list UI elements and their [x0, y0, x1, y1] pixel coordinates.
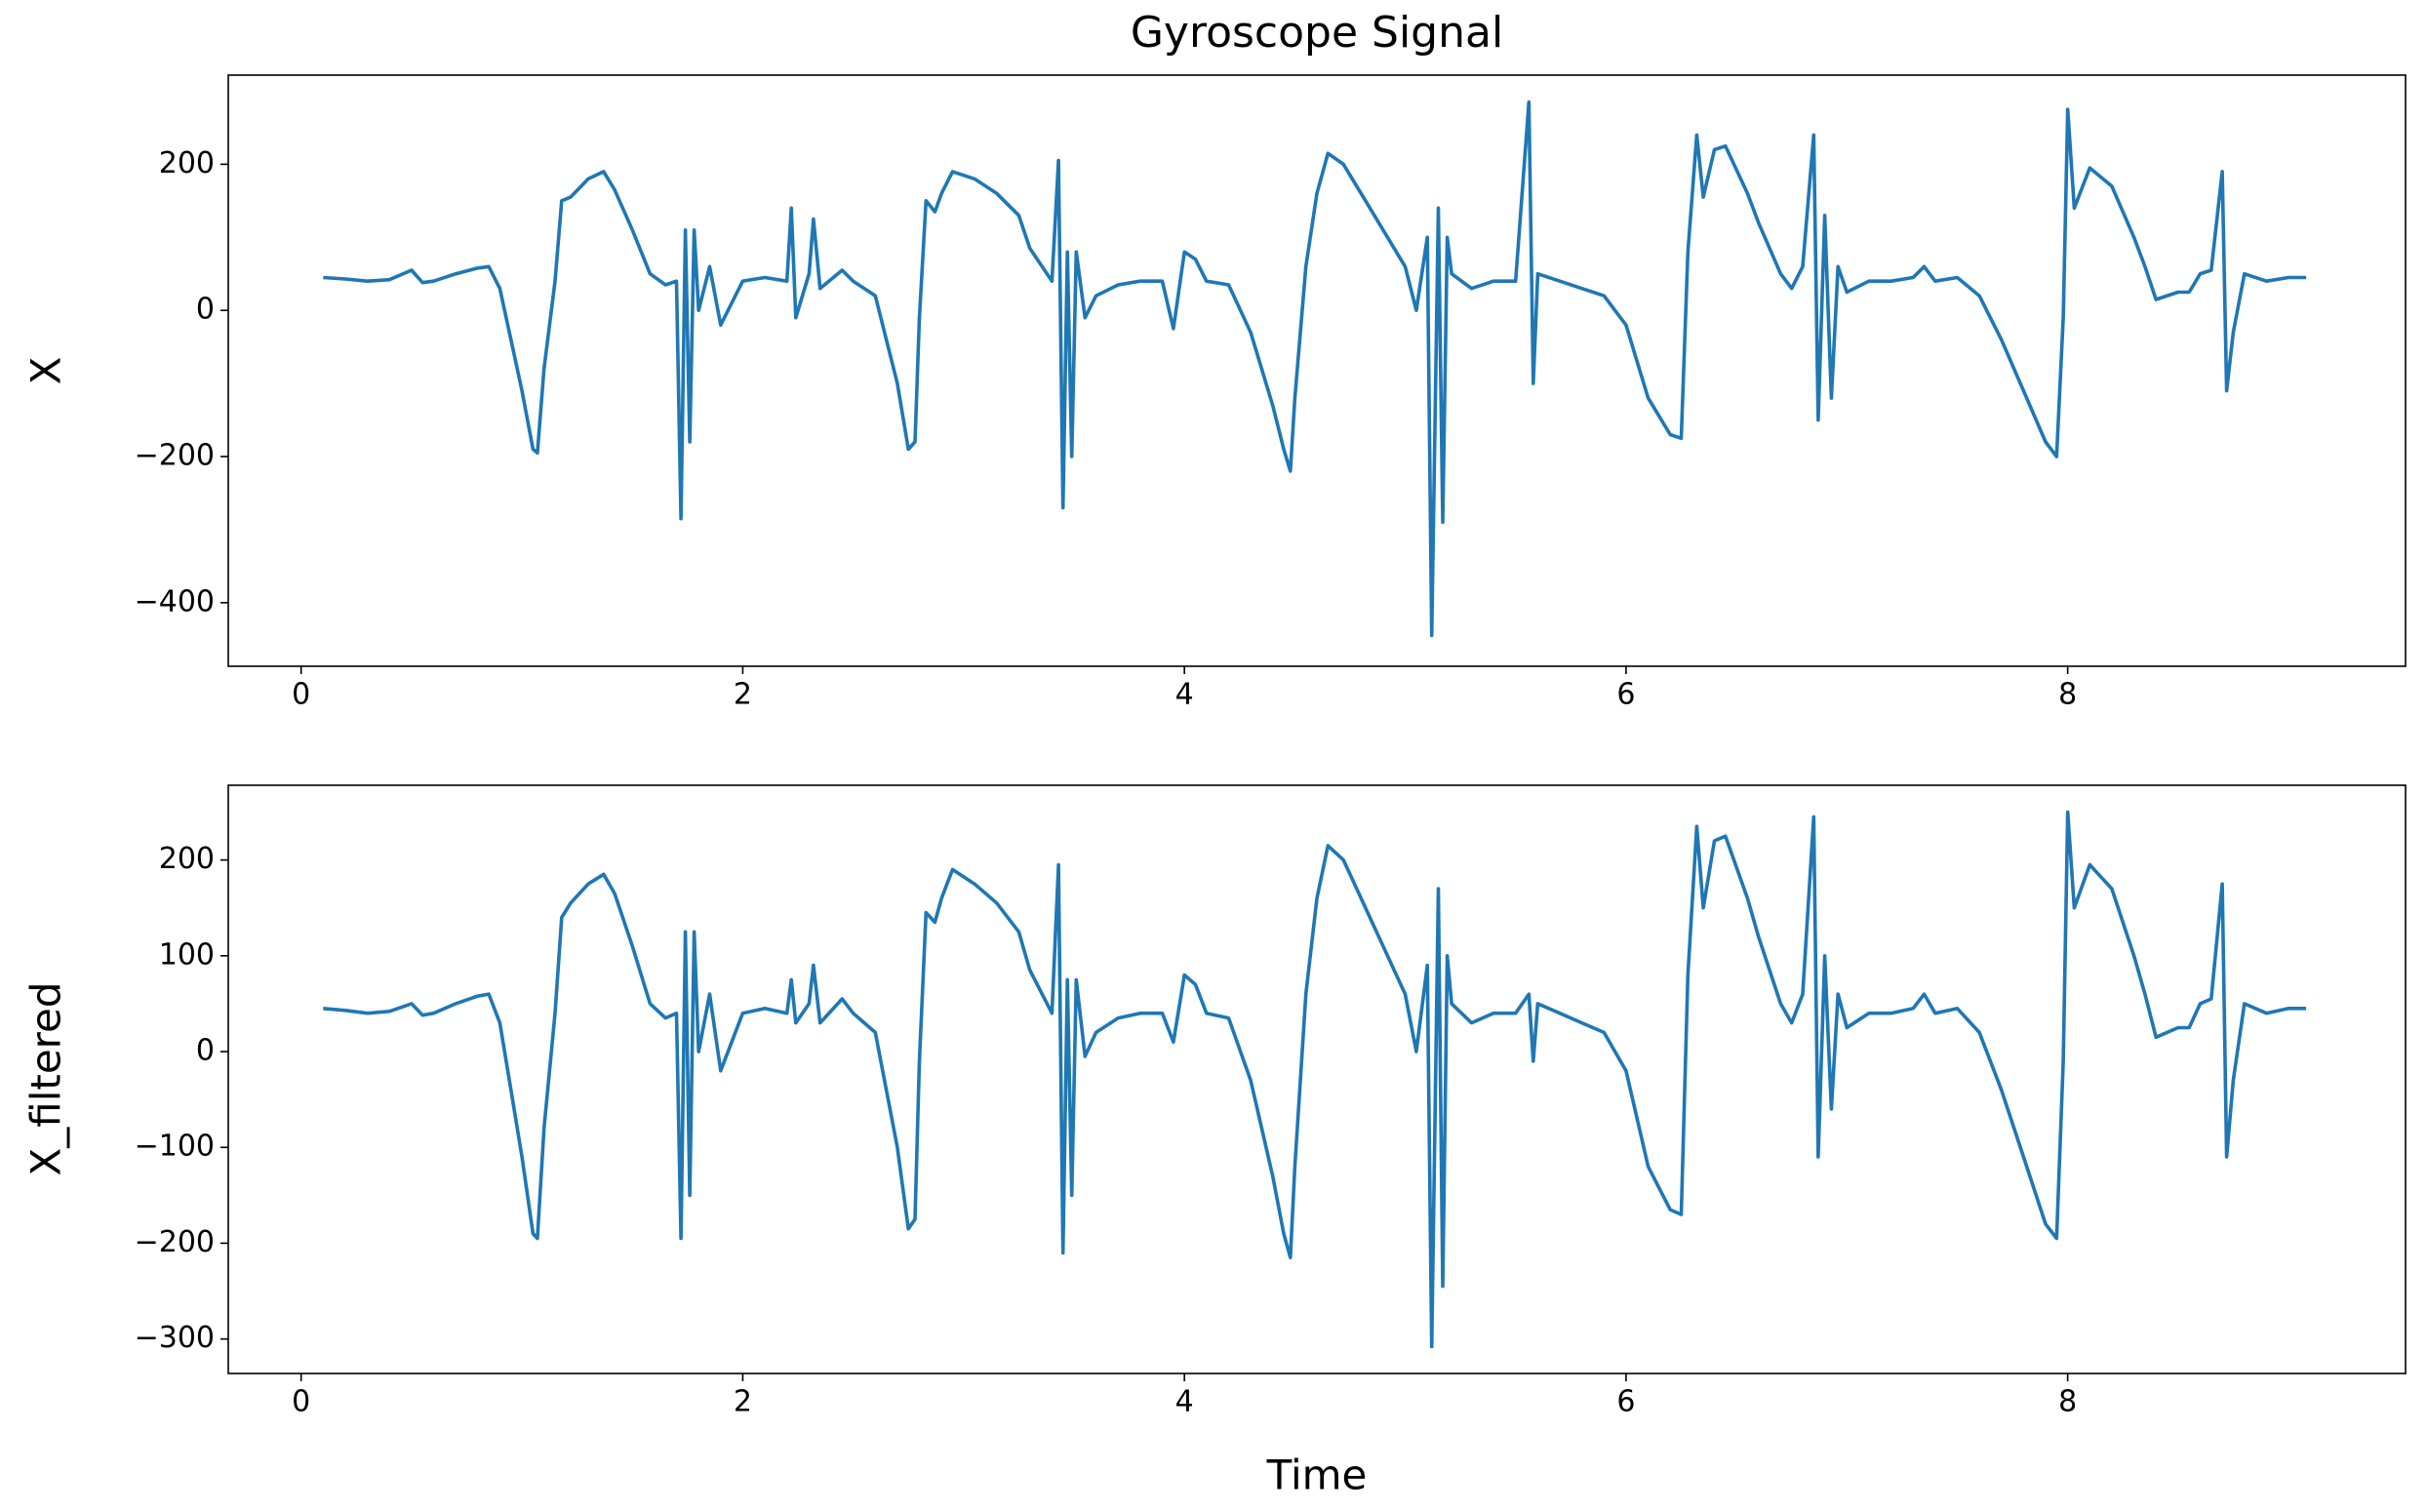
y-tick-label: −200 — [135, 439, 215, 473]
x-tick-label: 8 — [2058, 678, 2077, 712]
axes-frame — [227, 784, 2407, 1374]
y-tick-label: −100 — [135, 1130, 215, 1164]
x-tick-label: 8 — [2058, 1385, 2077, 1419]
y-axis-label: X_filtered — [22, 981, 70, 1175]
x-tick-label: 2 — [734, 1385, 752, 1419]
x-tick-label: 0 — [292, 678, 310, 712]
axes-frame — [227, 74, 2407, 667]
y-tick-label: 200 — [159, 146, 215, 180]
y-tick-label: 100 — [159, 937, 215, 972]
x-tick-label: 4 — [1175, 1385, 1194, 1419]
x-tick-label: 6 — [1616, 1385, 1635, 1419]
data-line — [323, 99, 2307, 638]
chart-title: Gyroscope Signal — [1131, 8, 1503, 58]
x-tick-label: 6 — [1616, 678, 1635, 712]
y-tick-label: −200 — [135, 1225, 215, 1259]
y-tick-label: −300 — [135, 1321, 215, 1355]
y-tick-label: 0 — [196, 293, 215, 327]
y-tick-label: 200 — [159, 842, 215, 876]
x-axis-label: Time — [1266, 1452, 1368, 1499]
x-tick-label: 4 — [1175, 678, 1194, 712]
y-tick-label: 0 — [196, 1034, 215, 1068]
data-line — [323, 810, 2307, 1349]
x-tick-label: 0 — [292, 1385, 310, 1419]
x-tick-label: 2 — [734, 678, 752, 712]
y-axis-label: X — [22, 357, 70, 385]
y-tick-label: −400 — [135, 584, 215, 618]
